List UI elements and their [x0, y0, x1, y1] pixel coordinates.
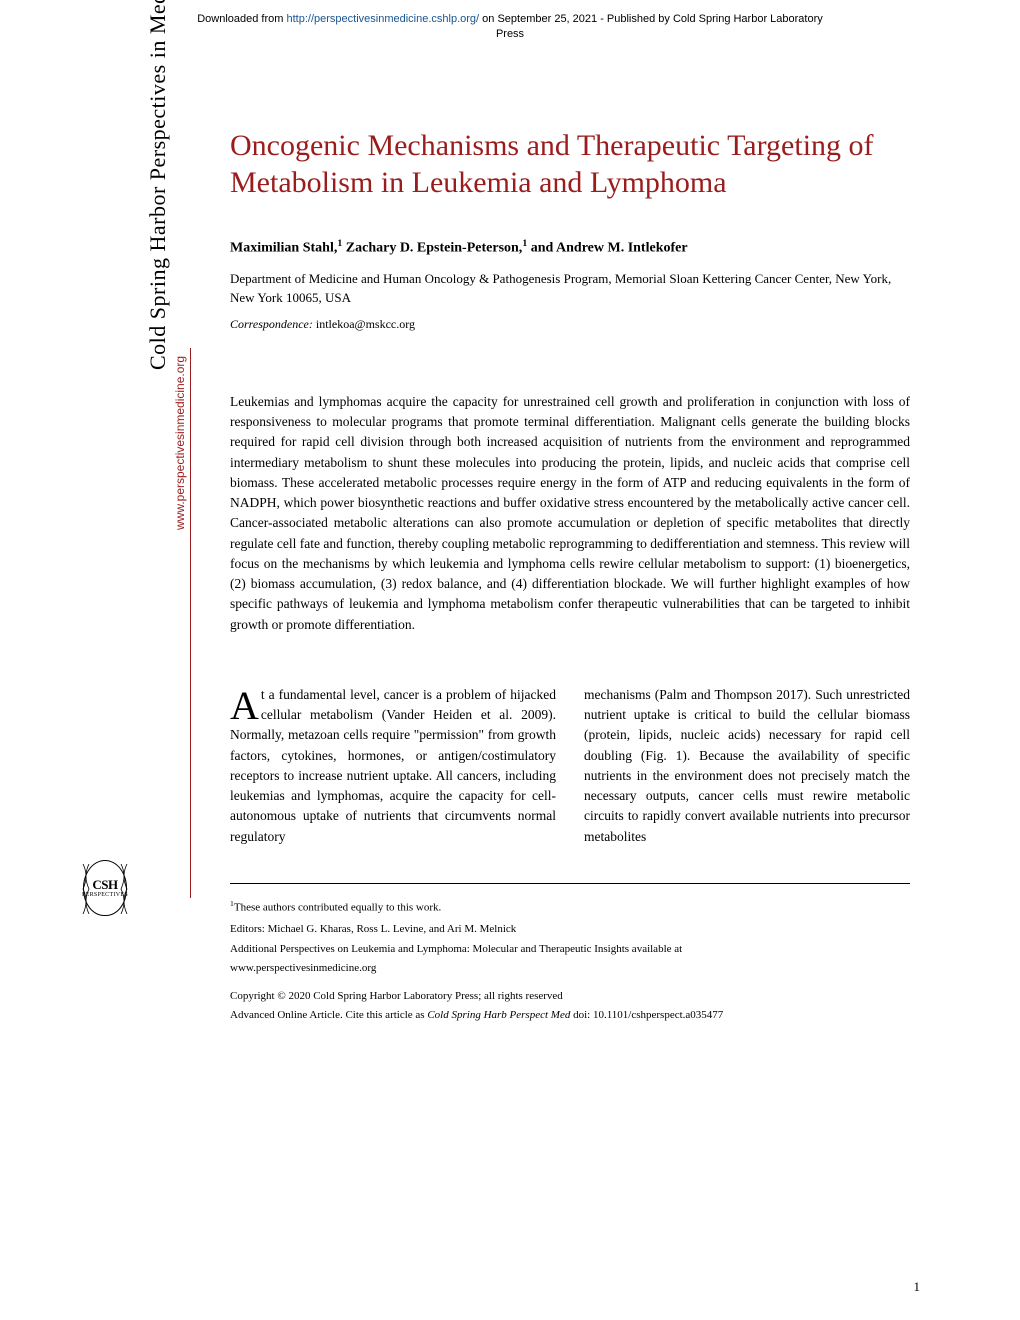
equal-contrib-text: These authors contributed equally to thi…	[234, 901, 441, 913]
cite-journal: Cold Spring Harb Perspect Med	[427, 1009, 570, 1021]
csh-logo: CSH PERSPECTIVES	[75, 860, 135, 916]
abstract: Leukemias and lymphomas acquire the capa…	[230, 392, 910, 635]
dropcap: A	[230, 685, 261, 723]
copyright-line: Copyright © 2020 Cold Spring Harbor Labo…	[230, 988, 910, 1006]
cite-prefix: Advanced Online Article. Cite this artic…	[230, 1009, 427, 1021]
editors-note: Editors: Michael G. Kharas, Ross L. Levi…	[230, 921, 910, 939]
additional-perspectives: Additional Perspectives on Leukemia and …	[230, 941, 910, 959]
sidebar: Cold Spring Harbor Perspectives in Medic…	[85, 370, 195, 960]
correspondence-label: Correspondence:	[230, 317, 313, 331]
perspectives-link: www.perspectivesinmedicine.org	[230, 960, 910, 978]
journal-url-vertical: www.perspectivesinmedicine.org	[173, 356, 187, 530]
col2-text: mechanisms (Palm and Thompson 2017). Suc…	[584, 687, 910, 844]
equal-contrib-note: 1These authors contributed equally to th…	[230, 898, 910, 917]
journal-name-vertical: Cold Spring Harbor Perspectives in Medic…	[145, 0, 171, 370]
column-right: mechanisms (Palm and Thompson 2017). Suc…	[584, 685, 910, 847]
header-middle: on September 25, 2021 - Published by Col…	[479, 13, 823, 25]
header-url-link[interactable]: http://perspectivesinmedicine.cshlp.org/	[287, 13, 480, 25]
logo-text-csh: CSH	[92, 878, 117, 892]
body-text: At a fundamental level, cancer is a prob…	[230, 685, 910, 847]
sidebar-divider	[190, 348, 191, 898]
header-prefix: Downloaded from	[197, 13, 286, 25]
correspondence-email: intlekoa@mskcc.org	[316, 317, 415, 331]
header-suffix: Press	[496, 28, 524, 40]
article-title: Oncogenic Mechanisms and Therapeutic Tar…	[230, 127, 910, 202]
correspondence: Correspondence: intlekoa@mskcc.org	[230, 317, 910, 332]
citation-line: Advanced Online Article. Cite this artic…	[230, 1007, 910, 1025]
column-left: At a fundamental level, cancer is a prob…	[230, 685, 556, 847]
authors-line: Maximilian Stahl,1 Zachary D. Epstein-Pe…	[230, 238, 910, 257]
affiliation: Department of Medicine and Human Oncolog…	[230, 270, 910, 306]
cite-suffix: doi: 10.1101/cshperspect.a035477	[570, 1009, 723, 1021]
logo-emblem: CSH PERSPECTIVES	[83, 860, 127, 916]
footer-divider	[230, 883, 910, 884]
dna-helix-right-icon	[119, 864, 129, 914]
col1-text: t a fundamental level, cancer is a probl…	[230, 687, 556, 844]
footnotes: 1These authors contributed equally to th…	[230, 898, 910, 1025]
dna-helix-left-icon	[81, 864, 91, 914]
page-number: 1	[914, 1279, 921, 1295]
